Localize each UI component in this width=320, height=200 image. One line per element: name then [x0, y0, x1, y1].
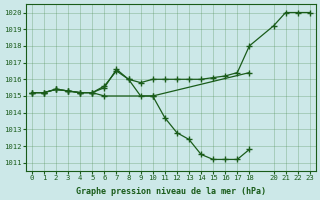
X-axis label: Graphe pression niveau de la mer (hPa): Graphe pression niveau de la mer (hPa) — [76, 187, 266, 196]
